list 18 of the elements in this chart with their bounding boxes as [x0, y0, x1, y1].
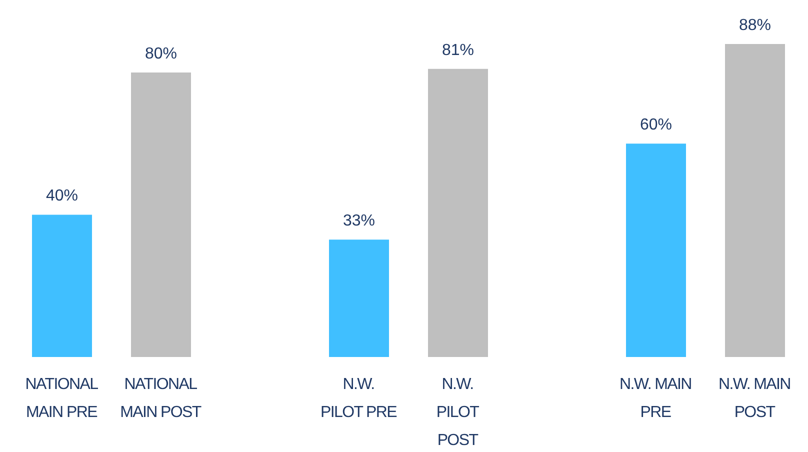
bar	[32, 214, 92, 357]
bar	[428, 68, 488, 357]
x-tick-label: N.W. PILOT PRE	[320, 376, 397, 421]
data-label: 80%	[144, 45, 178, 62]
x-tick-label: NATIONAL MAIN POST	[120, 376, 202, 421]
x-tick-label: N.W. MAIN PRE	[620, 376, 692, 421]
data-label: 33%	[342, 212, 376, 230]
x-tick-label: NATIONAL MAIN PRE	[25, 376, 99, 421]
x-tick-label: N.W. MAIN POST	[718, 376, 791, 421]
bar	[329, 240, 389, 357]
bar	[131, 72, 191, 357]
data-label: 88%	[738, 17, 772, 34]
data-label: 40%	[46, 188, 78, 205]
bar	[725, 44, 785, 357]
x-tick-label: N.W. PILOT POST	[436, 376, 480, 449]
data-label: 81%	[442, 42, 474, 59]
data-label: 60%	[640, 116, 672, 134]
bar	[626, 144, 686, 357]
